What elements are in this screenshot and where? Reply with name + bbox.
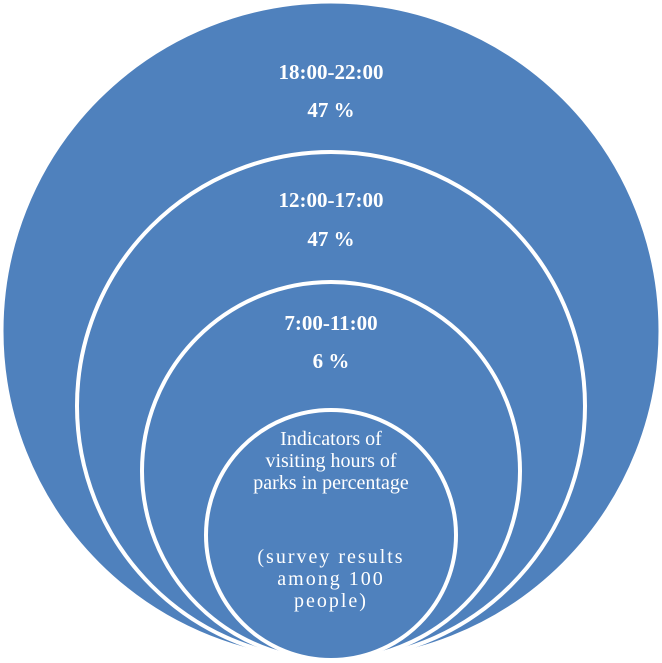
ring-1-percent: 47 % — [307, 98, 355, 122]
ring-3-percent: 6 % — [312, 349, 350, 373]
ring-3-time: 7:00-11:00 — [284, 311, 378, 335]
center-circle — [204, 408, 458, 662]
ring-2-percent: 47 % — [307, 227, 355, 251]
center-note: (survey results among 100 people) — [257, 546, 405, 612]
ring-2-time: 12:00-17:00 — [278, 188, 384, 212]
center-title: Indicators of visiting hours of parks in… — [253, 428, 409, 494]
ring-1-time: 18:00-22:00 — [278, 60, 384, 84]
